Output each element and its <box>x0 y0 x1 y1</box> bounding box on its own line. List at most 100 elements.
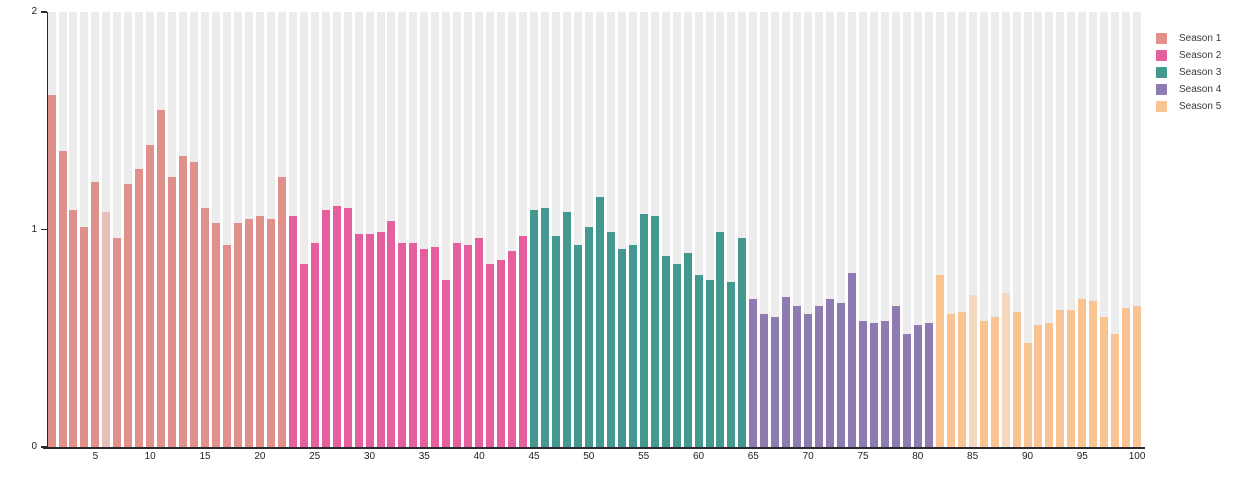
bar-season3-x50[interactable] <box>584 227 593 447</box>
bar-season2-x40[interactable] <box>475 238 484 447</box>
bar-season5-x93[interactable] <box>1056 310 1065 447</box>
bar-season5-x85[interactable] <box>968 294 977 448</box>
bar-season3-x51[interactable] <box>595 196 604 447</box>
bar-season1-x1[interactable] <box>47 94 56 447</box>
bar-season2-x36[interactable] <box>431 246 440 447</box>
bar-season4-x73[interactable] <box>837 303 846 447</box>
bar-season2-x39[interactable] <box>464 244 473 447</box>
bar-season4-x80[interactable] <box>913 325 922 447</box>
bar-season4-x69[interactable] <box>793 305 802 447</box>
bar-season3-x62[interactable] <box>716 231 725 447</box>
bar-season1-x18[interactable] <box>233 223 242 447</box>
bar-season1-x12[interactable] <box>168 177 177 447</box>
bar-season2-x42[interactable] <box>497 260 506 447</box>
bar-season4-x70[interactable] <box>804 314 813 447</box>
bar-season5-x82[interactable] <box>935 275 944 447</box>
legend-item-season-2[interactable]: Season 2 <box>1156 47 1221 64</box>
bar-season5-x88[interactable] <box>1001 292 1010 447</box>
bar-season5-x97[interactable] <box>1100 316 1109 447</box>
bar-season4-x76[interactable] <box>869 323 878 447</box>
bar-season1-x19[interactable] <box>244 218 253 447</box>
bar-season3-x57[interactable] <box>661 255 670 447</box>
bar-season1-x16[interactable] <box>212 223 220 447</box>
bar-season2-x41[interactable] <box>486 264 495 447</box>
bar-season1-x3[interactable] <box>69 209 78 447</box>
bar-season1-x20[interactable] <box>255 216 264 447</box>
bar-season5-x100[interactable] <box>1133 305 1142 447</box>
bar-season1-x4[interactable] <box>80 227 89 447</box>
bar-season3-x49[interactable] <box>573 244 582 447</box>
bar-season2-x34[interactable] <box>409 242 418 447</box>
bar-season4-x68[interactable] <box>782 296 791 447</box>
bar-season1-x11[interactable] <box>157 109 166 447</box>
bar-season4-x79[interactable] <box>902 333 911 447</box>
bar-season3-x56[interactable] <box>650 216 659 447</box>
bar-season2-x31[interactable] <box>376 231 385 447</box>
bar-season1-x2[interactable] <box>58 151 67 447</box>
bar-season3-x53[interactable] <box>617 249 626 447</box>
bar-season2-x29[interactable] <box>354 233 363 447</box>
bar-season1-x5[interactable] <box>91 181 100 447</box>
bar-season4-x65[interactable] <box>749 299 758 447</box>
bar-season3-x58[interactable] <box>672 264 681 447</box>
bar-season5-x98[interactable] <box>1111 333 1120 447</box>
bar-season5-x83[interactable] <box>946 314 955 447</box>
bar-season5-x91[interactable] <box>1034 325 1043 447</box>
bar-season5-x94[interactable] <box>1067 310 1076 447</box>
legend-item-season-3[interactable]: Season 3 <box>1156 64 1221 81</box>
bar-season1-x17[interactable] <box>223 244 231 447</box>
bar-season4-x78[interactable] <box>891 305 900 447</box>
bar-season4-x66[interactable] <box>760 314 769 447</box>
bar-season4-x81[interactable] <box>924 323 933 447</box>
bar-season4-x75[interactable] <box>859 320 867 447</box>
bar-season1-x10[interactable] <box>146 144 155 447</box>
bar-season2-x37[interactable] <box>442 279 451 447</box>
bar-season4-x77[interactable] <box>880 320 889 447</box>
bar-season3-x45[interactable] <box>530 209 538 447</box>
bar-season1-x15[interactable] <box>201 207 209 447</box>
bar-season5-x87[interactable] <box>990 316 999 447</box>
bar-season2-x38[interactable] <box>453 242 462 447</box>
bar-season3-x60[interactable] <box>694 275 703 447</box>
bar-season1-x9[interactable] <box>135 168 144 447</box>
bar-season5-x96[interactable] <box>1089 301 1098 447</box>
bar-season2-x24[interactable] <box>299 264 308 447</box>
bar-season3-x64[interactable] <box>738 238 747 447</box>
bar-season5-x92[interactable] <box>1045 323 1054 447</box>
bar-season2-x43[interactable] <box>508 251 517 448</box>
bar-season5-x84[interactable] <box>957 312 966 447</box>
bar-season4-x72[interactable] <box>826 299 835 447</box>
bar-season2-x27[interactable] <box>332 205 341 447</box>
bar-season5-x90[interactable] <box>1023 342 1032 447</box>
bar-season3-x55[interactable] <box>639 214 648 447</box>
bar-season3-x47[interactable] <box>551 236 560 447</box>
bar-season2-x44[interactable] <box>519 236 527 447</box>
bar-season2-x35[interactable] <box>420 249 429 447</box>
bar-season5-x89[interactable] <box>1012 312 1021 447</box>
bar-season2-x32[interactable] <box>387 220 396 447</box>
bar-season2-x30[interactable] <box>365 233 374 447</box>
legend-item-season-4[interactable]: Season 4 <box>1156 81 1221 98</box>
bar-season3-x61[interactable] <box>705 279 714 447</box>
bar-season3-x54[interactable] <box>628 244 637 447</box>
bar-season5-x86[interactable] <box>979 320 988 447</box>
bar-season3-x59[interactable] <box>683 253 692 447</box>
bar-season5-x95[interactable] <box>1078 299 1087 447</box>
bar-season2-x25[interactable] <box>310 242 319 447</box>
bar-season4-x67[interactable] <box>771 316 780 447</box>
bar-season1-x7[interactable] <box>113 238 122 447</box>
bar-season3-x46[interactable] <box>541 207 549 447</box>
legend-item-season-1[interactable]: Season 1 <box>1156 30 1221 47</box>
bar-season2-x33[interactable] <box>398 242 407 447</box>
bar-season1-x13[interactable] <box>179 155 188 447</box>
bar-season4-x71[interactable] <box>815 305 824 447</box>
bar-season2-x28[interactable] <box>343 207 352 447</box>
bar-season3-x63[interactable] <box>727 281 736 447</box>
bar-season1-x22[interactable] <box>277 177 286 447</box>
bar-season1-x21[interactable] <box>266 218 275 447</box>
bar-season3-x48[interactable] <box>562 212 571 447</box>
bar-season1-x14[interactable] <box>190 162 199 447</box>
bar-season2-x26[interactable] <box>321 209 330 447</box>
bar-season4-x74[interactable] <box>848 273 856 447</box>
bar-season1-x6[interactable] <box>102 212 111 447</box>
